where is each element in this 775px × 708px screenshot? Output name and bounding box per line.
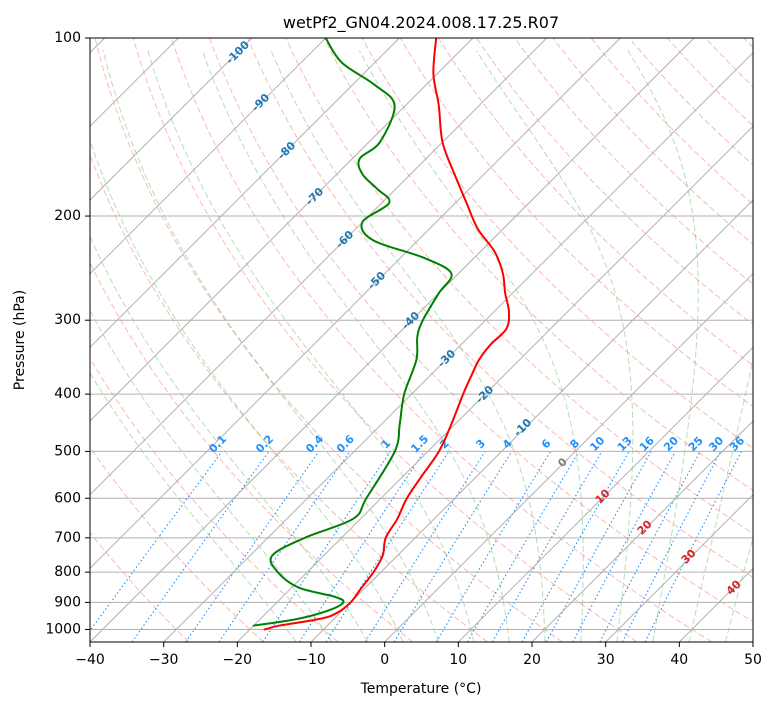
mixing-ratio-line	[435, 451, 552, 642]
isotherm-line	[236, 125, 753, 642]
isotherm-line	[90, 38, 695, 642]
mixing-ratio-line	[90, 451, 223, 632]
moist-adiabat	[147, 50, 475, 642]
dry-adiabat	[247, 38, 753, 578]
y-tick-label: 600	[54, 490, 81, 506]
chart-title: wetPf2_GN04.2024.008.17.25.R07	[283, 13, 559, 33]
dry-adiabat	[514, 38, 753, 285]
dry-adiabats	[90, 38, 753, 642]
moist-adiabat	[270, 50, 546, 642]
x-axis-ticks: −40 −30 −20 −10 0 10 20 30 40 50	[75, 642, 762, 668]
mixing-ratio-line	[364, 451, 486, 642]
x-tick-label: 0	[380, 652, 389, 668]
y-axis-title: Pressure (hPa)	[12, 290, 28, 390]
y-tick-label: 400	[54, 386, 81, 402]
isotherm-line	[163, 51, 753, 642]
x-tick-label: 10	[449, 652, 467, 668]
dry-adiabat	[94, 38, 563, 642]
x-tick-label: 30	[597, 652, 615, 668]
dry-adiabat	[90, 531, 190, 642]
dry-adiabat	[132, 38, 638, 642]
x-tick-label: −30	[149, 652, 179, 668]
isotherm-line	[605, 493, 753, 642]
mixing-ratio-line	[572, 451, 677, 642]
pressure-gridlines	[90, 38, 753, 630]
mixing-ratio-line	[521, 451, 630, 642]
x-tick-label: −20	[223, 652, 253, 668]
moist-adiabat	[201, 50, 510, 642]
temperature-profile-line	[263, 38, 511, 631]
dry-adiabat	[399, 38, 753, 408]
y-tick-label: 800	[54, 564, 81, 580]
isotherm-line	[384, 272, 753, 642]
y-tick-label: 900	[54, 594, 81, 610]
isotherm-line	[531, 420, 753, 642]
isotherm-line	[90, 38, 548, 496]
x-tick-label: −40	[75, 652, 105, 668]
mixing-ratio-lines	[90, 451, 742, 642]
y-tick-label: 700	[54, 530, 81, 546]
dry-adiabat	[285, 38, 753, 535]
mixing-ratio-line	[325, 451, 450, 642]
moist-adiabat	[475, 50, 634, 642]
dry-adiabat	[90, 153, 488, 642]
mixing-ratio-line	[131, 451, 270, 642]
x-tick-label: 40	[670, 652, 688, 668]
moist-adiabat	[102, 50, 439, 642]
isotherm-line	[90, 38, 327, 275]
dry-adiabat	[552, 38, 753, 245]
mixing-ratio-line	[491, 451, 603, 642]
isotherm-line	[90, 38, 621, 570]
dry-adiabat	[438, 38, 753, 366]
dry-adiabat	[90, 357, 339, 642]
mixing-ratio-line	[218, 451, 351, 642]
y-tick-label: 1000	[45, 622, 81, 638]
isotherm-lines	[90, 38, 753, 642]
dry-adiabat	[590, 38, 753, 206]
moist-adiabat	[90, 138, 404, 642]
mixing-ratio-line	[467, 451, 580, 642]
y-tick-label: 200	[54, 208, 81, 224]
x-tick-label: −10	[296, 652, 326, 668]
moist-adiabats	[90, 50, 753, 642]
y-tick-label: 300	[54, 312, 81, 328]
x-tick-label: 50	[744, 652, 762, 668]
mixing-ratio-line	[393, 451, 513, 642]
y-axis-ticks: 100 200 300 400 500 600 700 800 900 1000	[45, 30, 90, 638]
isotherm-line	[90, 38, 474, 422]
isotherm-line	[90, 38, 253, 201]
moist-adiabat	[688, 357, 753, 642]
isotherm-line	[90, 38, 400, 349]
y-tick-label: 100	[54, 30, 81, 46]
moist-adiabat	[90, 372, 297, 642]
y-tick-label: 500	[54, 443, 81, 459]
dewpoint-profile-line	[252, 38, 453, 627]
moist-adiabat	[627, 50, 699, 642]
dry-adiabat	[209, 38, 753, 623]
x-axis-title: Temperature (°C)	[360, 681, 482, 697]
isotherm-line	[310, 199, 753, 642]
sounding-profiles	[252, 38, 511, 631]
x-tick-label: 20	[523, 652, 541, 668]
plot-frame	[89, 37, 754, 643]
isotherm-line	[457, 346, 753, 642]
